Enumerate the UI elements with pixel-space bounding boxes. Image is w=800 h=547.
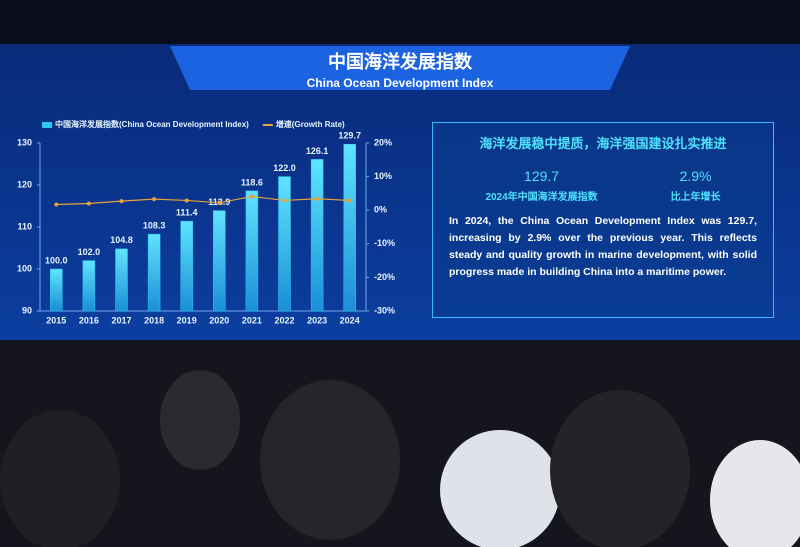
panel-text: In 2024, the China Ocean Development Ind… [449, 215, 757, 278]
stat-value: 129.7 [524, 168, 560, 184]
data-label: 102.0 [78, 247, 101, 257]
bar [310, 159, 324, 312]
bar [278, 176, 291, 312]
x-tick-label: 2018 [144, 315, 164, 325]
data-label: 118.6 [241, 177, 263, 187]
y2-tick-label: -20% [374, 272, 395, 282]
legend-swatch [42, 122, 52, 128]
y2-tick-label: 10% [374, 171, 392, 181]
x-tick-label: 2019 [177, 315, 197, 325]
legend-label: 增速(Growth Rate) [276, 119, 345, 129]
bar [147, 233, 161, 312]
header-title: 中国海洋发展指数 [328, 52, 472, 72]
legend-label: 中国海洋发展指数(China Ocean Development Index) [55, 119, 249, 129]
point [54, 202, 59, 207]
y2-tick-label: 0% [374, 205, 387, 215]
x-tick-label: 2024 [340, 315, 360, 325]
bar [115, 248, 128, 312]
bar [245, 190, 259, 312]
bar [180, 220, 193, 312]
panel-title: 海洋发展稳中提质，海洋强国建设扎实推进 [479, 136, 727, 151]
x-tick-label: 2017 [111, 315, 131, 325]
data-label: 122.0 [273, 163, 296, 173]
y-tick-label: 90 [22, 305, 32, 315]
bar [343, 144, 356, 312]
x-tick-label: 2022 [274, 315, 294, 325]
stat-value: 2.9% [679, 168, 712, 184]
line [56, 195, 350, 206]
y-tick-label: 110 [17, 221, 32, 231]
bar [50, 268, 63, 312]
data-label: 111.4 [176, 207, 198, 217]
data-label: 108.3 [143, 221, 166, 231]
stat: 2.9% 比上年增长 [671, 168, 721, 203]
data-label: 129.7 [338, 131, 361, 141]
x-tick-label: 2021 [242, 315, 262, 325]
audience [0, 340, 800, 547]
stats: 129.7 2024年中国海洋发展指数 2.9% 比上年增长 [449, 168, 757, 203]
x-tick-label: 2015 [46, 315, 66, 325]
bar [213, 210, 226, 312]
stat-label: 比上年增长 [670, 192, 721, 203]
point [217, 200, 222, 205]
header-band [170, 46, 630, 90]
header-subtitle: China Ocean Development Index [306, 76, 494, 90]
point [347, 198, 352, 203]
header: 中国海洋发展指数 China Ocean Development Index [170, 48, 630, 90]
point [249, 194, 254, 199]
y2-tick-label: 20% [374, 137, 392, 147]
data-label: 104.8 [110, 235, 133, 245]
point [184, 198, 189, 203]
point [315, 196, 320, 201]
data-label: 100.0 [45, 255, 68, 265]
stat-label: 2024年中国海洋发展指数 [485, 192, 598, 203]
bar [82, 260, 96, 312]
point [282, 198, 287, 203]
y2-tick-label: -30% [374, 305, 395, 315]
point [86, 201, 91, 206]
point [152, 197, 157, 202]
y-tick-label: 120 [17, 179, 32, 189]
x-tick-label: 2020 [209, 315, 229, 325]
x-tick-label: 2016 [79, 315, 99, 325]
data-label: 126.1 [306, 146, 329, 156]
point [119, 199, 124, 204]
x-tick-label: 2023 [307, 315, 327, 325]
y-tick-label: 130 [17, 137, 32, 147]
y-tick-label: 100 [17, 263, 32, 273]
summary-panel: 海洋发展稳中提质，海洋强国建设扎实推进 129.7 2024年中国海洋发展指数 2… [432, 122, 774, 318]
stat: 129.7 2024年中国海洋发展指数 [485, 168, 597, 203]
y2-tick-label: -10% [374, 238, 395, 248]
